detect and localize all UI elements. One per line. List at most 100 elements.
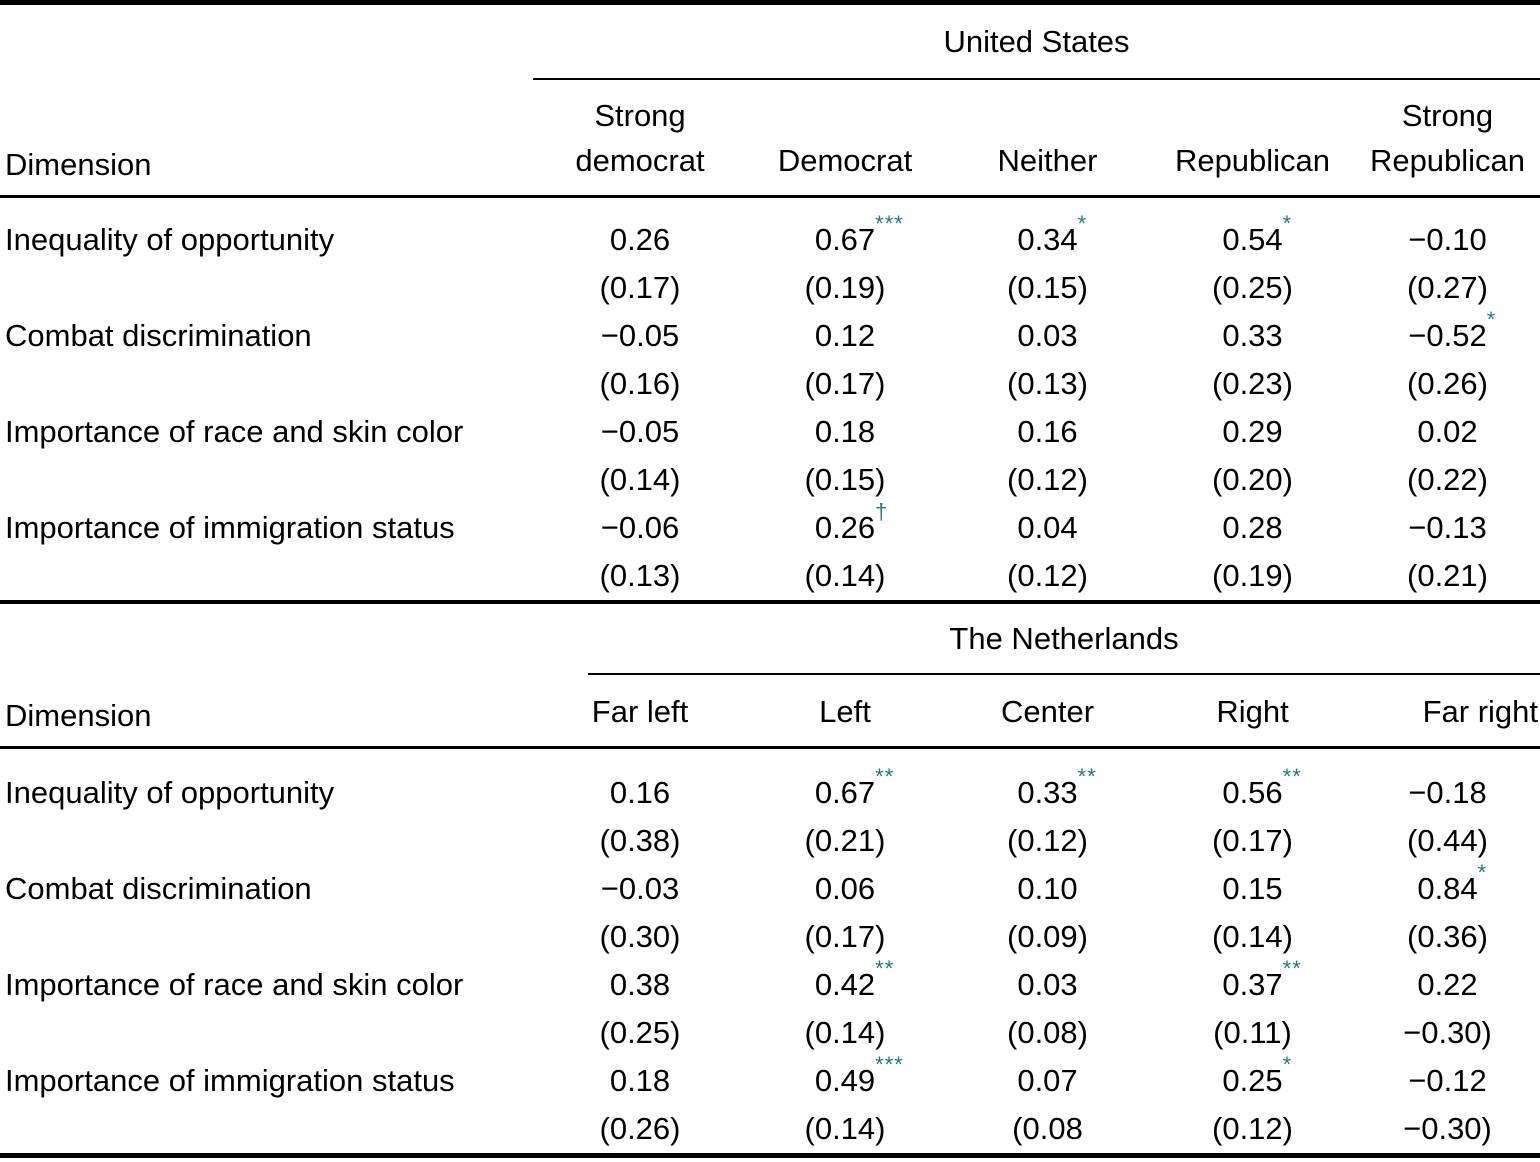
estimate-cell: 0.33 **: [945, 766, 1150, 811]
estimate-value: 0.06: [815, 871, 875, 907]
estimate-cell: 0.15: [1150, 871, 1355, 907]
estimate-number: 0.33: [1017, 775, 1078, 810]
se-value: (0.15): [1007, 270, 1088, 305]
estimate-value: 0.84 *: [1417, 862, 1486, 907]
estimate-number: 0.16: [1017, 414, 1078, 449]
se-value: (0.14): [599, 462, 681, 497]
estimate-value: 0.22: [1417, 967, 1477, 1003]
estimate-cell: 0.16: [535, 775, 745, 811]
estimate-number: 0.18: [814, 414, 876, 449]
estimate-value: 0.18: [815, 414, 875, 450]
se-cell: (0.15): [945, 270, 1150, 306]
se-value: (0.11): [1213, 1015, 1292, 1050]
se-cell: (0.14): [745, 1015, 945, 1051]
significance-marker: †: [875, 499, 889, 524]
dimension-label: Importance of race and skin color: [5, 414, 464, 449]
se-cell: (0.11): [1150, 1015, 1355, 1051]
significance-marker: *: [1486, 307, 1497, 332]
region-span-underline: United States: [533, 5, 1540, 80]
estimate-number: 0.12: [814, 318, 876, 353]
significance-marker: *: [1077, 211, 1088, 236]
estimate-value: 0.67 ***: [815, 213, 903, 258]
estimate-number: 0.37: [1222, 967, 1283, 1002]
column-header: Republican: [1174, 143, 1331, 178]
dimension-label: Importance of race and skin color: [5, 967, 464, 1002]
estimate-cell: 0.16: [945, 414, 1150, 450]
se-value: (0.21): [1407, 558, 1488, 593]
column-header: Far right: [1422, 694, 1538, 729]
se-value: (0.08: [1012, 1111, 1083, 1146]
estimate-cell: 0.10: [945, 871, 1150, 907]
estimate-value: −0.10: [1408, 222, 1486, 258]
se-value: (0.13): [599, 558, 681, 593]
estimate-value: 0.26 †: [814, 501, 888, 546]
se-cell: (0.26): [535, 1111, 745, 1147]
estimate-number: 0.18: [609, 1063, 671, 1098]
spanner-spacer: [0, 604, 588, 675]
se-value: (0.14): [804, 558, 886, 593]
estimate-cell: 0.67 ***: [745, 213, 945, 258]
estimate-number: 0.16: [609, 775, 671, 810]
column-header: Center: [1000, 694, 1095, 729]
se-cell: (0.12): [945, 558, 1150, 594]
estimate-value: −0.18: [1408, 775, 1486, 811]
estimate-number: 0.49: [814, 1063, 876, 1098]
se-cell: (0.36): [1355, 919, 1540, 955]
estimate-number: −0.18: [1408, 775, 1487, 810]
se-value: (0.21): [804, 823, 886, 858]
estimate-number: 0.84: [1417, 871, 1478, 906]
se-cell: (0.17): [535, 270, 745, 306]
se-value: (0.25): [599, 1015, 681, 1050]
estimate-value: 0.07: [1017, 1063, 1077, 1099]
se-cell: (0.14): [1150, 919, 1355, 955]
estimate-cell: −0.10: [1355, 222, 1540, 258]
estimate-number: 0.26: [814, 510, 876, 545]
column-header: Neither: [997, 143, 1098, 178]
se-value: (0.22): [1407, 462, 1488, 497]
estimate-row: Inequality of opportunity 0.26 0.67 *** 0.34…: [0, 211, 1540, 264]
se-cell: (0.12): [945, 823, 1150, 859]
estimate-cell: 0.26: [535, 222, 745, 258]
estimate-value: 0.03: [1017, 967, 1077, 1003]
significance-marker: *: [1282, 211, 1293, 236]
estimate-cell: 0.38: [535, 967, 745, 1003]
estimate-value: −0.05: [601, 414, 679, 450]
estimate-number: 0.26: [609, 222, 671, 257]
estimate-value: 0.16: [1017, 414, 1077, 450]
column-header: Far left: [591, 694, 689, 729]
dimension-label: Inequality of opportunity: [5, 222, 335, 257]
se-value: (0.17): [1212, 823, 1293, 858]
panel-separator-rule: [0, 600, 1540, 604]
se-value: (0.16): [599, 366, 681, 401]
se-cell: (0.12): [945, 462, 1150, 498]
estimate-row: Combat discrimination −0.05 0.12 0.03 0.33 −0…: [0, 307, 1540, 360]
estimate-cell: −0.05: [535, 414, 745, 450]
significance-marker: *: [1477, 860, 1488, 885]
estimate-number: 0.15: [1222, 871, 1283, 906]
top-rule: [0, 0, 1540, 5]
estimate-cell: 0.25 *: [1150, 1054, 1355, 1099]
estimate-number: 0.29: [1222, 414, 1283, 449]
estimate-number: 0.07: [1017, 1063, 1078, 1098]
estimate-value: 0.25 *: [1222, 1054, 1291, 1099]
estimate-cell: 0.33: [1150, 318, 1355, 354]
estimate-number: 0.02: [1417, 414, 1478, 449]
estimate-number: −0.12: [1408, 1063, 1487, 1098]
se-value: (0.15): [804, 462, 886, 497]
estimate-number: 0.28: [1222, 510, 1283, 545]
estimate-cell: 0.07: [945, 1063, 1150, 1099]
se-value: (0.38): [599, 823, 681, 858]
se-cell: (0.08: [945, 1111, 1150, 1147]
estimate-number: −0.05: [600, 318, 680, 353]
se-value: (0.27): [1407, 270, 1488, 305]
dimension-label: Importance of immigration status: [5, 1063, 455, 1098]
estimate-value: 0.04: [1017, 510, 1077, 546]
dimension-label: Inequality of opportunity: [5, 775, 335, 810]
estimate-value: −0.06: [601, 510, 679, 546]
standard-error-row: (0.25) (0.14) (0.08) (0.11) −0.30): [0, 1009, 1540, 1057]
region-title: The Netherlands: [949, 620, 1179, 656]
se-value: (0.20): [1212, 462, 1293, 497]
standard-error-row: (0.38) (0.21) (0.12) (0.17) (0.44): [0, 817, 1540, 865]
estimate-row: Inequality of opportunity 0.16 0.67 ** 0.33 *…: [0, 766, 1540, 817]
estimate-cell: 0.12: [745, 318, 945, 354]
